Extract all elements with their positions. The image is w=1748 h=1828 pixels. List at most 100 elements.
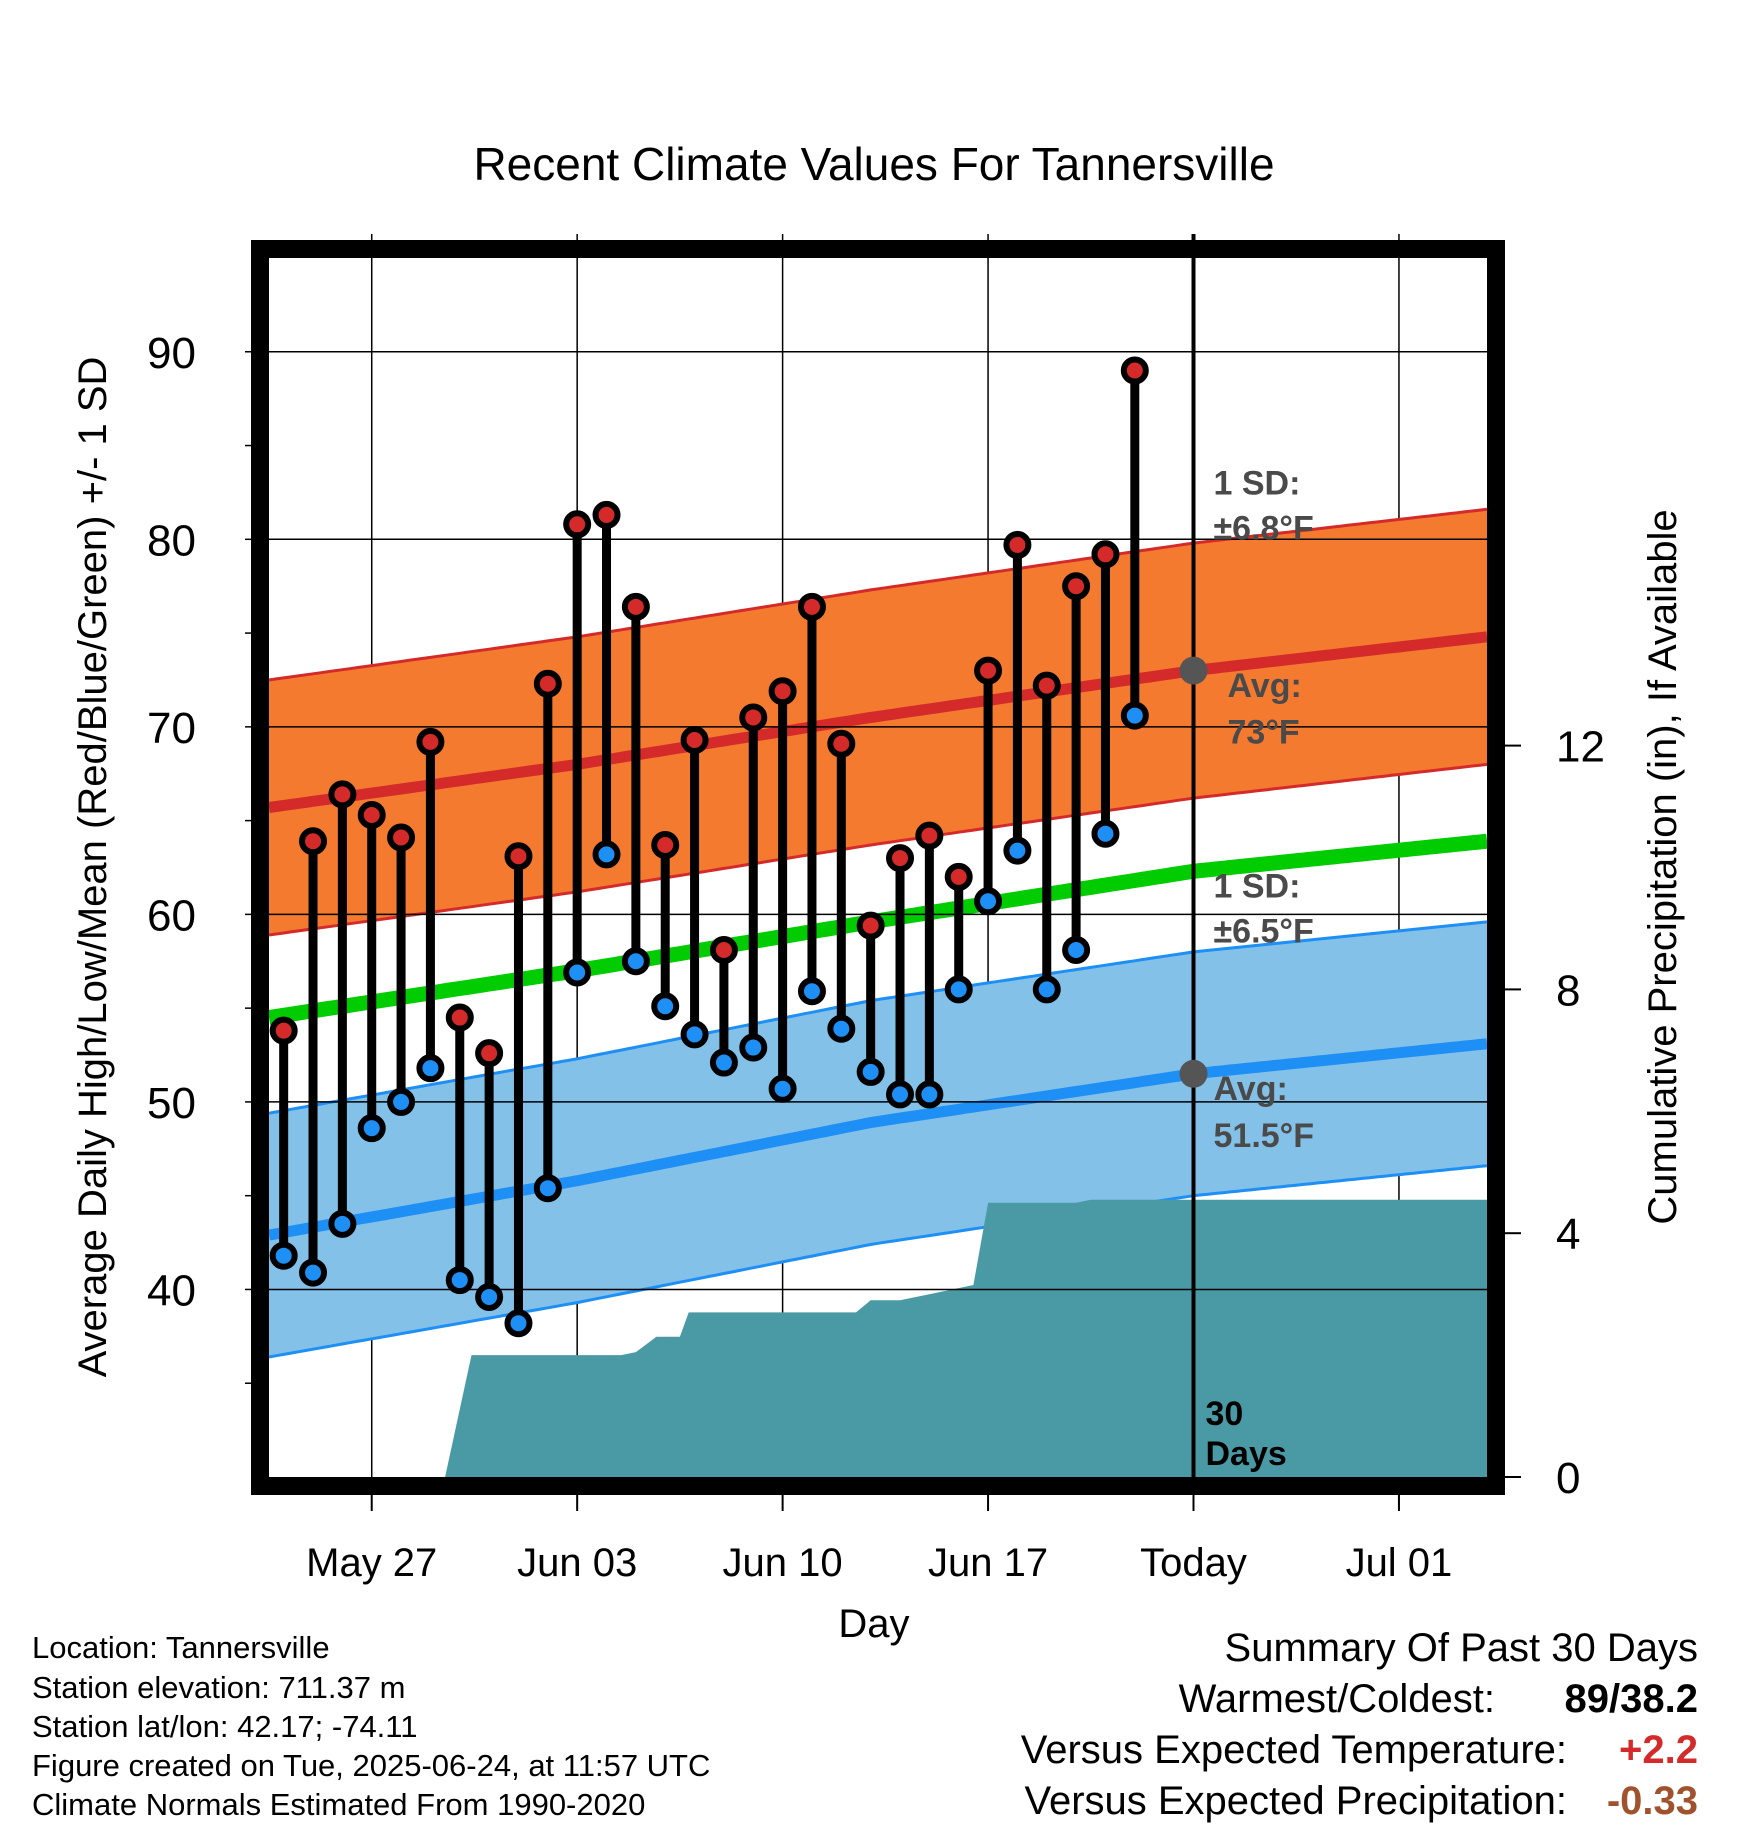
low-sd-label: 1 SD:: [1214, 868, 1301, 906]
high-normal-line: [268, 631, 1488, 813]
summary-title: Summary Of Past 30 Days: [1225, 1626, 1698, 1670]
summary-temp-label: Versus Expected Temperature:: [1021, 1728, 1567, 1772]
low-point: [1032, 975, 1061, 1004]
window-label-days: Days: [1206, 1435, 1287, 1473]
low-point: [797, 977, 826, 1006]
low-point: [915, 1080, 944, 1109]
low-point: [592, 840, 621, 869]
low-sd-upper-line: [268, 920, 1488, 1115]
high-point: [797, 592, 826, 621]
low-point: [680, 1020, 709, 1049]
y2-tick-label: 0: [1556, 1454, 1580, 1503]
low-point: [651, 992, 680, 1021]
low-point: [1003, 836, 1032, 865]
high-point: [563, 510, 592, 539]
high-point: [416, 727, 445, 756]
y2-tick-label: 4: [1556, 1210, 1580, 1259]
y2-tick-label: 8: [1556, 966, 1580, 1015]
low-avg-label: Avg:: [1214, 1070, 1288, 1108]
high-point: [592, 500, 621, 529]
low-point: [299, 1258, 328, 1287]
high-point: [709, 936, 738, 965]
high-avg-label: Avg:: [1228, 667, 1302, 705]
window-label-count: 30: [1206, 1395, 1244, 1433]
high-point: [1120, 356, 1149, 385]
low-point: [739, 1033, 768, 1062]
x-tick-label: Jul 01: [1346, 1541, 1453, 1585]
y-tick-label: 80: [147, 516, 196, 565]
high-point: [827, 729, 856, 758]
high-sd-lower-line: [268, 762, 1488, 937]
summary-temp-value: +2.2: [1619, 1728, 1698, 1772]
low-sd-band: [269, 921, 1487, 1357]
high-point: [357, 800, 386, 829]
high-point: [944, 862, 973, 891]
chart-title: Recent Climate Values For Tannersville: [473, 138, 1274, 190]
x-axis-label: Day: [838, 1602, 909, 1646]
high-point: [1091, 540, 1120, 569]
x-tick-label: Today: [1140, 1541, 1247, 1585]
x-tick-label: Jun 17: [928, 1541, 1048, 1585]
station-info: Location: Tannersville Station elevation…: [32, 1630, 710, 1822]
summary-warm-cold-value: 89/38.2: [1565, 1677, 1698, 1721]
high-point: [328, 780, 357, 809]
low-point: [269, 1241, 298, 1270]
high-point: [445, 1003, 474, 1032]
plot-frame: [251, 240, 1505, 1495]
summary-precip-label: Versus Expected Precipitation:: [1024, 1779, 1567, 1823]
low-point: [1091, 819, 1120, 848]
summary-warm-cold-label: Warmest/Coldest:: [1179, 1677, 1495, 1721]
high-point: [533, 669, 562, 698]
low-avg-value: 51.5°F: [1214, 1117, 1315, 1155]
low-point: [768, 1074, 797, 1103]
low-point: [563, 958, 592, 987]
high-point: [387, 823, 416, 852]
high-avg-value: 73°F: [1228, 714, 1300, 752]
low-point: [1062, 936, 1091, 965]
y-tick-label: 90: [147, 329, 196, 378]
low-point: [475, 1282, 504, 1311]
low-point: [827, 1014, 856, 1043]
high-point: [269, 1016, 298, 1045]
low-point: [1120, 701, 1149, 730]
summary-precip-value: -0.33: [1607, 1779, 1698, 1823]
high-avg-marker: [1179, 656, 1208, 685]
low-point: [533, 1174, 562, 1203]
y2-axis-label: Cumulative Precipitation (in), If Availa…: [1641, 509, 1685, 1224]
high-point: [886, 844, 915, 873]
high-point: [974, 656, 1003, 685]
low-point: [856, 1057, 885, 1086]
low-point: [387, 1087, 416, 1116]
high-point: [475, 1039, 504, 1068]
info-location: Location: Tannersville: [32, 1630, 330, 1665]
info-created: Figure created on Tue, 2025-06-24, at 11…: [32, 1748, 710, 1783]
low-point: [416, 1054, 445, 1083]
high-point: [739, 703, 768, 732]
y-tick-label: 60: [147, 891, 196, 940]
high-point: [1003, 530, 1032, 559]
low-point: [504, 1309, 533, 1338]
x-tick-label: Jun 10: [723, 1541, 843, 1585]
high-point: [768, 677, 797, 706]
y-axis-label: Average Daily High/Low/Mean (Red/Blue/Gr…: [71, 357, 115, 1378]
info-latlon: Station lat/lon: 42.17; -74.11: [32, 1709, 417, 1744]
y-tick-label: 70: [147, 704, 196, 753]
summary-panel: Summary Of Past 30 Days Warmest/Coldest:…: [1021, 1626, 1698, 1823]
low-point: [944, 975, 973, 1004]
y2-tick-label: 12: [1556, 723, 1605, 772]
cumulative-precip-area: [269, 1199, 1487, 1477]
low-sd-value: ±6.5°F: [1214, 913, 1314, 951]
low-normal-line: [268, 1038, 1488, 1241]
high-point: [680, 725, 709, 754]
high-point: [856, 911, 885, 940]
info-normals: Climate Normals Estimated From 1990-2020: [32, 1787, 645, 1822]
low-point: [621, 947, 650, 976]
high-point: [651, 830, 680, 859]
low-point: [886, 1080, 915, 1109]
low-point: [709, 1048, 738, 1077]
y-tick-label: 40: [147, 1266, 196, 1315]
high-point: [621, 592, 650, 621]
high-point: [1062, 572, 1091, 601]
low-sd-lower-line: [268, 1164, 1488, 1359]
low-point: [357, 1114, 386, 1143]
